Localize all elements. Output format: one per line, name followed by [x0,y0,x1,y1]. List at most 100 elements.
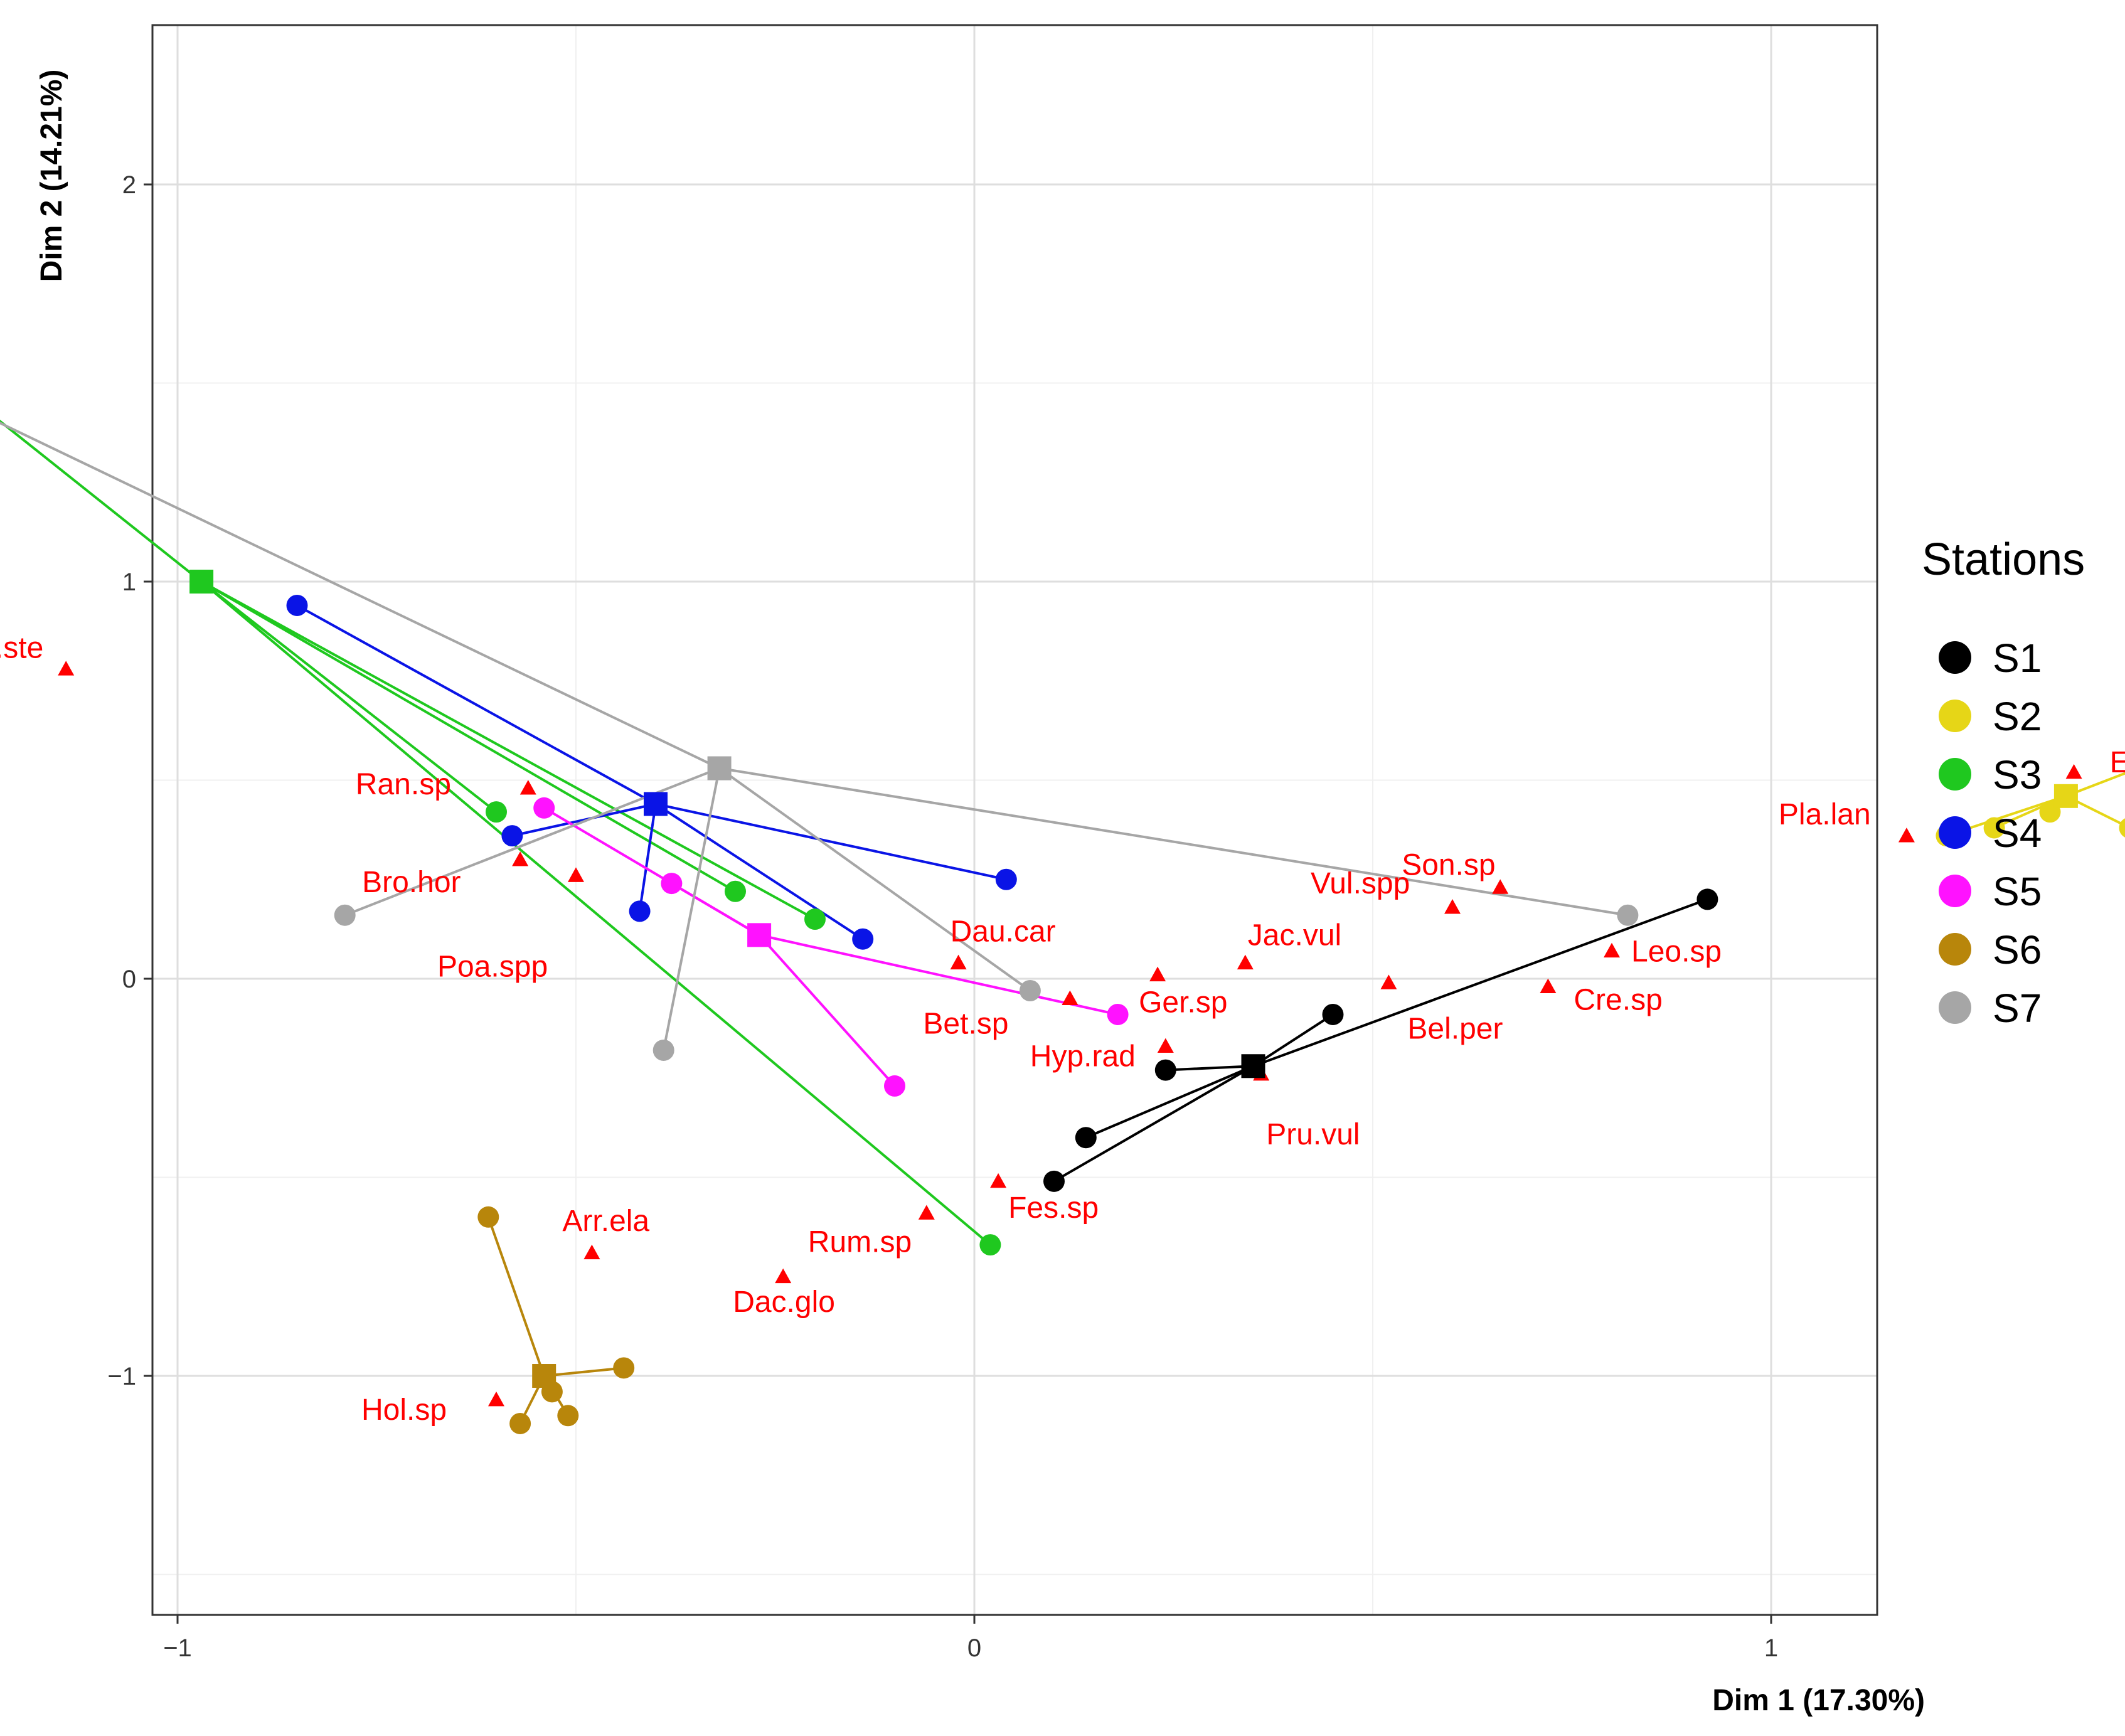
species-marker [1237,954,1254,970]
connector-line [671,882,760,937]
centroid-marker [1241,1054,1265,1078]
points-s3 [189,570,1001,1256]
connector-line [662,768,721,1051]
points-s7 [334,756,1639,1061]
species-label: Hol.sp [361,1393,447,1427]
centroid-marker [532,1364,557,1388]
legend-label-s7: S7 [1993,986,2042,1031]
species-label: Pla.lan [1779,798,1871,831]
species-marker [488,1391,504,1407]
station-point [509,1412,531,1434]
station-point [486,801,507,823]
station-point [1617,904,1639,926]
station-point [629,900,651,922]
connector-line [1993,794,2067,829]
species-marker [1898,828,1915,843]
connector-line [718,767,1031,992]
species-label: Vul.spp [1311,867,1410,900]
species-marker [950,954,967,970]
connector-line [0,421,720,770]
connector-line [1085,1065,1254,1139]
legend-label-s2: S2 [1993,694,2042,739]
legend-swatch-s2 [1939,700,1971,732]
species-marker [1604,942,1620,958]
station-point [661,873,683,895]
x-axis-title: Dim 1 (17.30%) [1712,1684,1925,1717]
species-label: Bet.sp [923,1008,1008,1041]
station-point [1322,1003,1344,1025]
species-label: Eri.sp [2110,746,2125,779]
connector-line [2065,772,2125,797]
connector-line [544,1366,624,1377]
station-point [1154,1059,1176,1081]
station-point [477,1206,499,1228]
connector-line [1053,1065,1254,1183]
station-point [1019,979,1041,1001]
species-label: Ran.sp [356,768,451,801]
x-tick-label: 0 [967,1634,981,1662]
species-marker [1157,1038,1174,1053]
species-marker [1149,966,1166,982]
centroid-marker [189,570,214,594]
species-marker [512,851,529,866]
species-label: Leo.sp [1631,935,1722,969]
species-marker [583,1244,600,1260]
species-label: Bro.hor [362,866,461,899]
species-label: Son.sp [1402,848,1495,881]
connector-line [654,802,864,940]
species-label: Dau.car [951,915,1056,949]
connector-line [200,580,498,813]
y-axis-title: Dim 2 (14.21%) [35,70,68,282]
connector-line [758,934,896,1087]
centroid-marker [644,792,668,816]
legend-swatch-s4 [1939,816,1971,849]
legend: Stations S1 S2 S3 S4 S5 S6 S7 [1922,535,2085,1031]
connector-line [719,767,1628,917]
station-point [804,908,826,930]
panel-background [152,25,1877,1615]
species-label: Cre.sp [1574,984,1662,1017]
station-point [501,825,523,847]
species-marker [1444,899,1461,914]
minor-gridlines [152,25,1877,1615]
connectors-s4 [296,604,1007,940]
points-s6 [477,1206,635,1434]
station-point [557,1405,579,1427]
species-label: Bro.ste [0,631,43,664]
species-marker [918,1205,935,1220]
y-tick-label: 2 [122,171,136,199]
species-label: Rum.sp [808,1225,912,1259]
legend-swatch-s1 [1939,641,1971,674]
points-s1 [1043,888,1718,1192]
panel-border [151,24,1878,1616]
station-points [189,570,2125,1434]
connector-line [487,1217,546,1377]
connector-line [0,419,203,583]
connector-line [1252,898,1708,1068]
connectors-s3 [0,419,991,1246]
centroid-connectors [0,419,2125,1424]
station-point [979,1234,1001,1256]
species-label: Jac.vul [1248,919,1341,952]
station-point [884,1075,905,1097]
x-tick-label: 1 [1764,1634,1778,1662]
species-marker [568,867,584,882]
species-marker [519,780,536,795]
species-label: Fes.sp [1008,1191,1099,1225]
species-labels: Phl.praBro.steRan.spBro.horPoa.sppDau.ca… [0,631,2125,1427]
station-point [1983,817,2005,839]
legend-swatch-s5 [1939,875,1971,907]
station-point [1043,1170,1065,1192]
connector-line [1165,1065,1254,1072]
species-marker [990,1173,1007,1188]
species-label: Poa.spp [437,950,548,983]
connector-line [296,604,656,806]
station-point [995,868,1017,890]
plot-panel [151,24,1878,1616]
connector-line [1252,1013,1334,1067]
station-point [1107,1003,1129,1025]
species-label: Bel.per [1407,1012,1503,1045]
species-marker [1380,974,1397,989]
